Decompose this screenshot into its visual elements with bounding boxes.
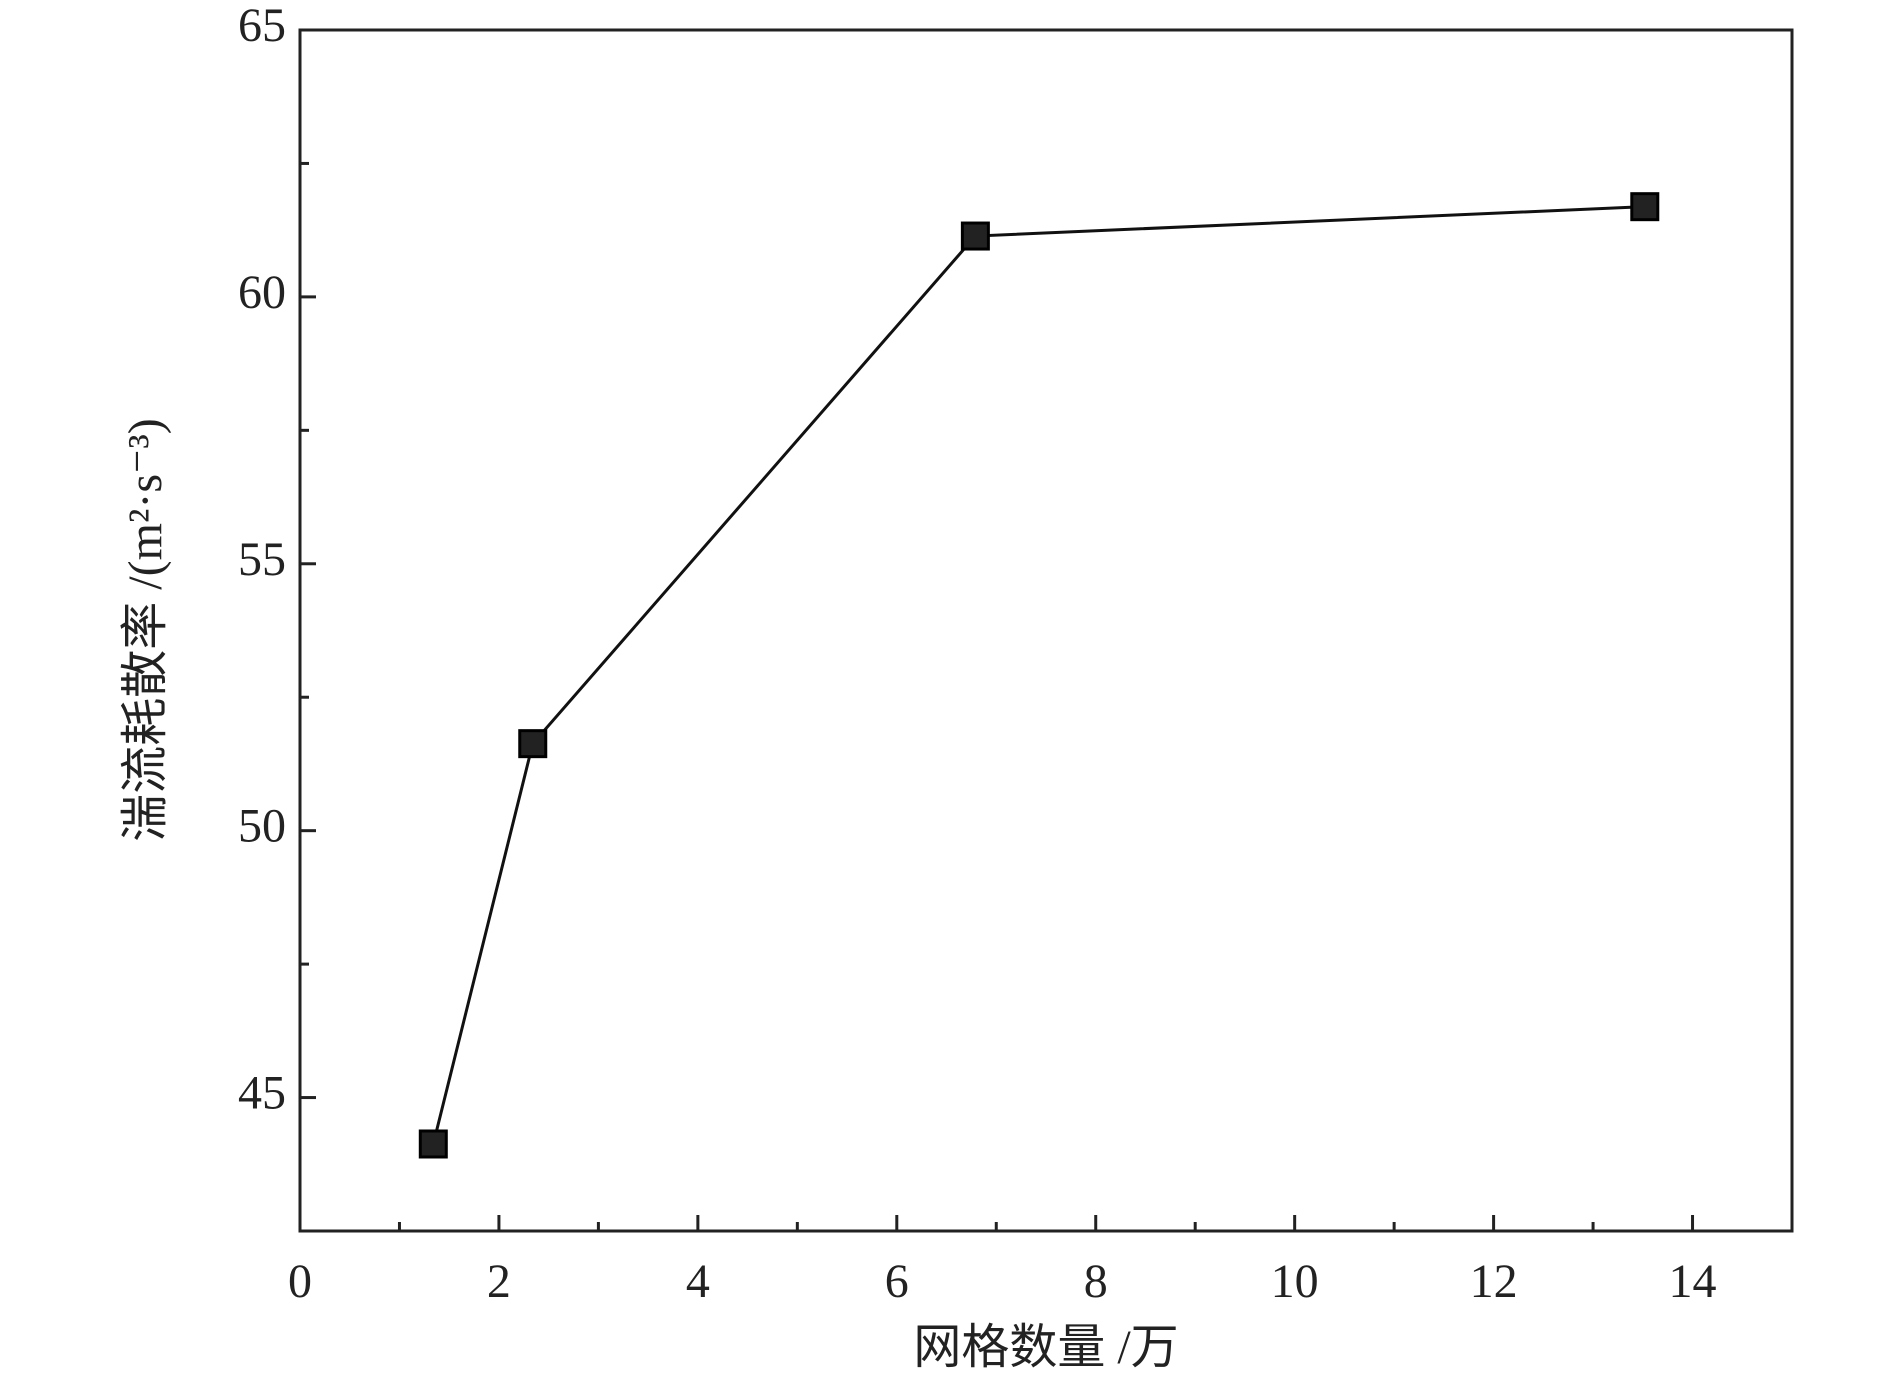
series-line — [431, 205, 1645, 1145]
x-axis-title: 网格数量 /万 — [913, 1321, 1178, 1374]
marker — [1630, 192, 1660, 222]
plot-frame — [298, 28, 1794, 1233]
x-tick-label: 0 — [288, 1255, 312, 1308]
x-tick-label: 10 — [1271, 1255, 1319, 1308]
x-tick-label: 4 — [686, 1255, 710, 1308]
y-tick-label: 60 — [238, 266, 286, 319]
y-axis-title: 湍流耗散率 /(m²·s⁻³) — [119, 418, 172, 841]
x-tick-label: 12 — [1470, 1255, 1518, 1308]
marker — [960, 221, 990, 251]
y-tick-label: 55 — [238, 533, 286, 586]
x-tick-label: 6 — [885, 1255, 909, 1308]
y-tick-label: 45 — [238, 1067, 286, 1120]
y-tick-label: 65 — [238, 0, 286, 52]
x-tick-label: 2 — [487, 1255, 511, 1308]
marker — [418, 1129, 448, 1159]
x-tick-label: 8 — [1084, 1255, 1108, 1308]
x-tick-label: 14 — [1669, 1255, 1717, 1308]
y-tick-label: 50 — [238, 800, 286, 853]
marker — [518, 729, 548, 759]
